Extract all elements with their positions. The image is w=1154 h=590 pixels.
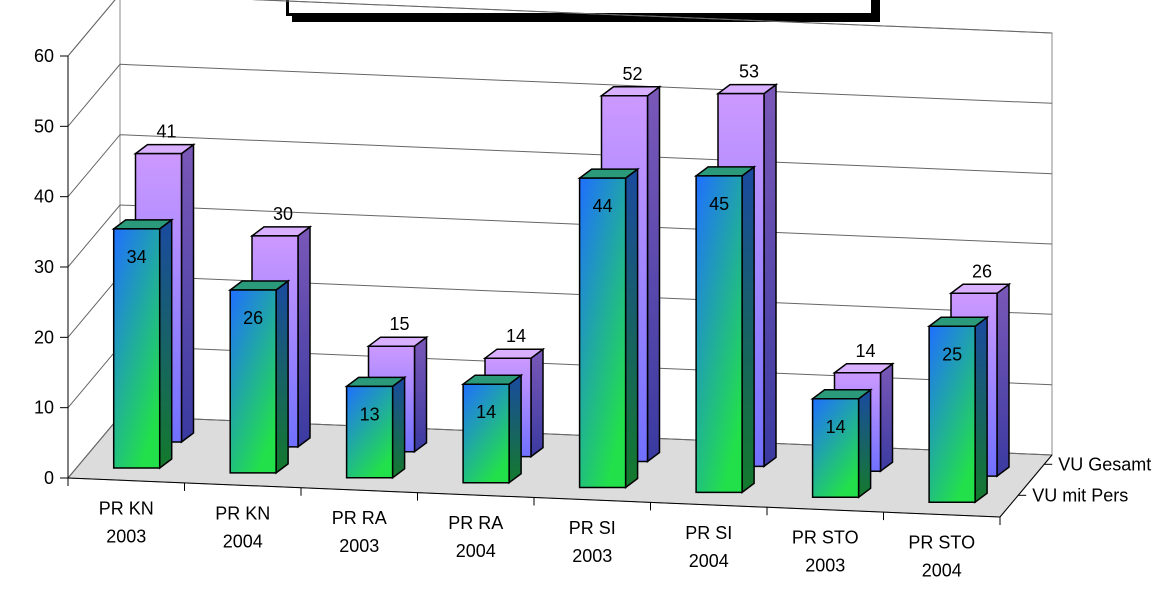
data-label-vu-gesamt: 26 bbox=[972, 261, 992, 281]
x-tick-label: PR RA 2004 bbox=[448, 513, 503, 561]
gridlines bbox=[67, 0, 1053, 479]
data-label-vu-gesamt: 52 bbox=[622, 64, 642, 84]
x-tick-label: PR RA 2003 bbox=[332, 508, 387, 556]
y-axis: 0 10 20 30 40 50 60 bbox=[34, 46, 69, 488]
x-tick-label: PR STO 2004 bbox=[908, 533, 975, 581]
left-wall bbox=[67, 0, 121, 480]
chart-walls bbox=[66, 0, 1054, 518]
x-tick-label-line: PR RA bbox=[448, 513, 503, 533]
series-label: VU mit Pers bbox=[1032, 485, 1128, 505]
x-tick-label-line: PR STO bbox=[908, 533, 975, 553]
bar-vu-gesamt-side bbox=[646, 85, 661, 463]
x-tick-label: PR KN 2004 bbox=[215, 503, 270, 551]
y-tick-label: 30 bbox=[34, 257, 54, 277]
y-tick-label: 60 bbox=[34, 46, 54, 66]
x-tick-label-line: 2004 bbox=[922, 561, 962, 581]
bar-vu-mit-pers-side bbox=[857, 388, 872, 499]
x-tick-label-line: PR SI bbox=[685, 523, 732, 543]
data-label-vu-mit-pers: 26 bbox=[243, 308, 263, 328]
chart-title-box bbox=[286, 0, 874, 16]
data-label-vu-mit-pers: 25 bbox=[942, 344, 962, 364]
data-label-vu-gesamt: 41 bbox=[156, 122, 176, 142]
x-tick-label-line: PR SI bbox=[569, 518, 616, 538]
gridline bbox=[67, 274, 1053, 338]
x-tick-label-line: PR RA bbox=[332, 508, 387, 528]
data-label-vu-gesamt: 30 bbox=[273, 204, 293, 224]
bar-vu-mit-pers-side bbox=[158, 218, 173, 470]
bar-vu-mit-pers bbox=[345, 385, 394, 479]
bar-vu-gesamt-side bbox=[996, 282, 1010, 478]
bar-vu-mit-pers-side bbox=[624, 167, 639, 489]
x-tick-label-line: PR KN bbox=[99, 498, 154, 518]
data-label-vu-mit-pers: 14 bbox=[476, 402, 496, 422]
data-label-vu-gesamt: 14 bbox=[855, 341, 875, 361]
bars bbox=[111, 83, 1012, 504]
data-label-vu-mit-pers: 34 bbox=[127, 247, 147, 267]
bar-vu-mit-pers-side bbox=[275, 279, 289, 475]
data-label-vu-gesamt: 15 bbox=[389, 314, 409, 334]
bar-vu-mit-pers bbox=[928, 325, 976, 503]
bar-vu-mit-pers bbox=[578, 177, 627, 489]
bar-vu-mit-pers-side bbox=[741, 165, 755, 494]
bar-vu-gesamt-side bbox=[879, 362, 894, 473]
data-label-vu-mit-pers: 13 bbox=[360, 404, 380, 424]
x-tick-label-line: 2004 bbox=[223, 531, 263, 551]
x-tick-label: PR SI 2003 bbox=[569, 518, 616, 566]
series-axis: VU mit Pers VU Gesamt bbox=[999, 454, 1151, 518]
x-tick-label-line: 2003 bbox=[805, 556, 845, 576]
gridline bbox=[67, 204, 1053, 268]
bar-vu-gesamt-side bbox=[530, 347, 544, 459]
bar-vu-mit-pers bbox=[811, 398, 860, 499]
bar-vu-gesamt-side bbox=[763, 83, 777, 468]
bar-vu-mit-pers bbox=[695, 175, 743, 494]
y-tick-label: 20 bbox=[34, 327, 54, 347]
bar-vu-mit-pers bbox=[462, 383, 510, 484]
x-tick-label-line: 2003 bbox=[106, 526, 146, 546]
gridline bbox=[67, 63, 1053, 127]
y-tick-label: 40 bbox=[34, 187, 54, 207]
bar-vu-mit-pers bbox=[112, 228, 161, 469]
x-tick-label-line: 2003 bbox=[339, 536, 379, 556]
gridline bbox=[67, 0, 1053, 57]
x-tick-label-line: 2003 bbox=[572, 546, 612, 566]
x-tick-label-line: PR STO bbox=[792, 528, 859, 548]
y-tick-label: 10 bbox=[34, 398, 54, 418]
series-label: VU Gesamt bbox=[1058, 454, 1151, 474]
x-tick-label-line: PR KN bbox=[215, 503, 270, 523]
bar-vu-mit-pers bbox=[229, 289, 277, 474]
x-tick-label: PR STO 2003 bbox=[792, 528, 859, 576]
data-label-vu-gesamt: 53 bbox=[739, 62, 759, 82]
gridline bbox=[67, 134, 1053, 198]
data-label-vu-mit-pers: 45 bbox=[709, 194, 729, 214]
bar-vu-gesamt-side bbox=[413, 335, 428, 454]
bar-vu-mit-pers-side bbox=[508, 373, 522, 485]
data-label-vu-mit-pers: 14 bbox=[826, 417, 846, 437]
chart-floor bbox=[66, 415, 1054, 518]
depth-axis-line bbox=[999, 454, 1053, 518]
bar-vu-gesamt-side bbox=[297, 225, 311, 449]
x-tick-label-line: 2004 bbox=[689, 551, 729, 571]
x-tick-label-line: 2004 bbox=[456, 541, 496, 561]
data-label-vu-mit-pers: 44 bbox=[593, 196, 613, 216]
x-tick-label: PR KN 2003 bbox=[99, 498, 154, 546]
bar-vu-mit-pers-side bbox=[391, 375, 406, 480]
y-tick-label: 50 bbox=[34, 116, 54, 136]
x-tick-label: PR SI 2004 bbox=[685, 523, 732, 571]
bar-vu-gesamt-side bbox=[180, 143, 195, 444]
data-label-vu-gesamt: 14 bbox=[506, 326, 526, 346]
data-labels: 41 30 15 14 52 53 14 26 34 26 13 14 44 45 14 25 bbox=[127, 62, 992, 437]
bar-vu-mit-pers-side bbox=[974, 315, 988, 504]
y-tick-label: 0 bbox=[44, 468, 54, 488]
gridline bbox=[67, 345, 1053, 409]
